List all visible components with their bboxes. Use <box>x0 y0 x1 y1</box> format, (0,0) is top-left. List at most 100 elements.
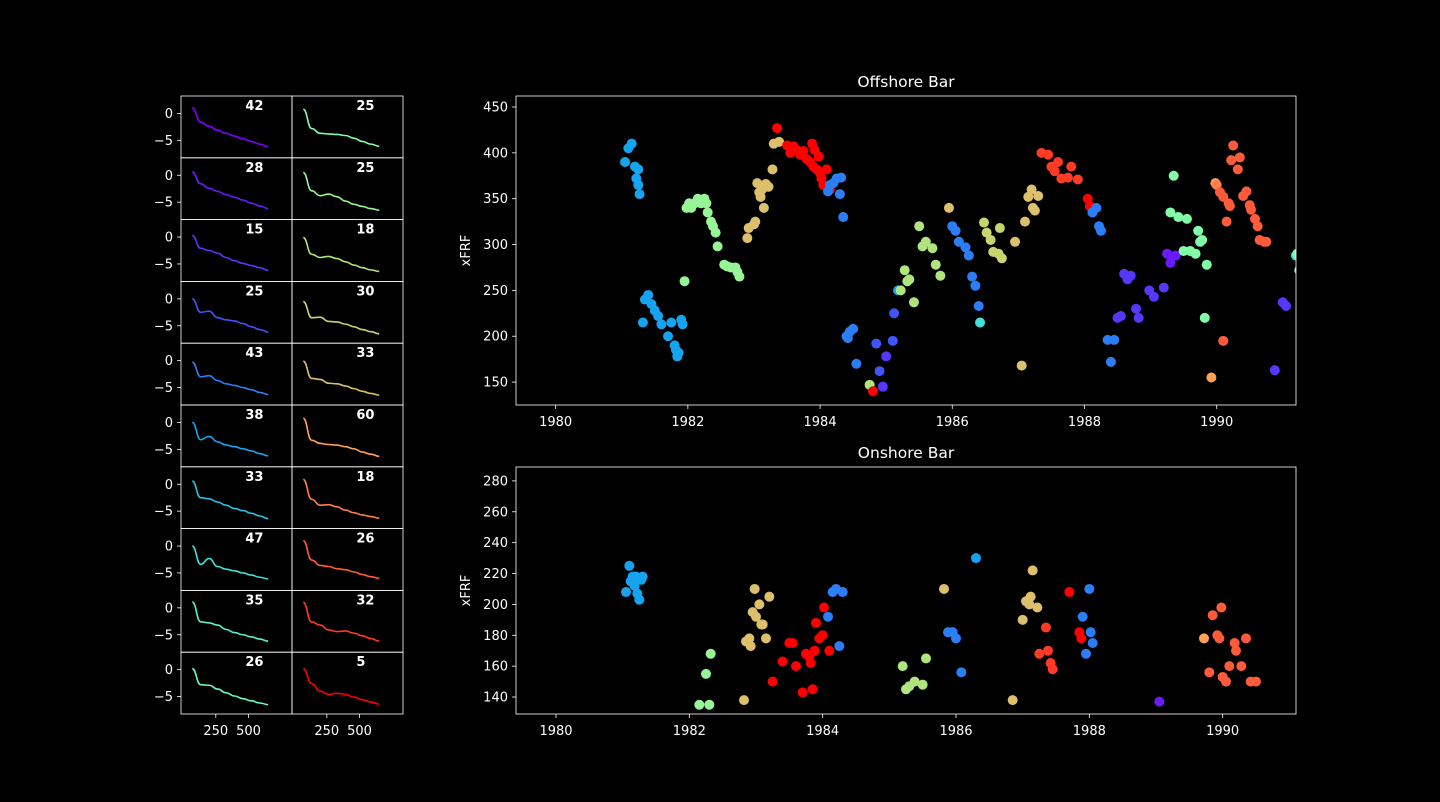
data-point <box>663 331 674 342</box>
data-point <box>817 630 828 641</box>
x-tick-label: 1986 <box>939 724 972 739</box>
data-point <box>1199 633 1209 644</box>
profile-label: 60 <box>356 408 374 423</box>
profile-label: 26 <box>245 655 263 670</box>
data-point <box>1091 202 1102 213</box>
data-point <box>1294 266 1296 274</box>
data-point <box>874 366 885 377</box>
data-point <box>1084 583 1095 594</box>
profile-line <box>302 417 380 458</box>
data-point <box>1228 140 1239 151</box>
data-point <box>1193 225 1204 236</box>
data-point <box>1224 661 1235 672</box>
data-point <box>1072 174 1083 185</box>
onshore-bar-chart: 1980 1982 1984 1986 1988 1990 140 160 180 200 220 2… <box>459 444 1297 739</box>
y-tick-label: 140 <box>483 691 508 706</box>
data-point <box>777 656 788 667</box>
data-point <box>897 661 908 672</box>
data-point <box>1019 216 1030 227</box>
data-point <box>749 583 760 594</box>
data-point <box>816 173 827 184</box>
data-point <box>791 661 801 672</box>
data-point <box>1168 170 1179 181</box>
data-point <box>767 164 778 175</box>
profile-line <box>302 108 380 148</box>
data-point <box>1064 587 1075 598</box>
data-point <box>1201 259 1212 270</box>
profile-line <box>191 480 269 520</box>
data-point <box>1165 207 1176 218</box>
data-point <box>757 619 768 630</box>
profile-label: 47 <box>245 532 263 547</box>
y-tick-label: 0 <box>165 601 173 616</box>
data-point <box>1234 152 1245 163</box>
data-point <box>824 645 835 656</box>
data-point <box>1197 234 1208 245</box>
data-point <box>1049 166 1060 177</box>
data-point <box>1131 303 1142 314</box>
data-point <box>1032 602 1043 613</box>
profile-line <box>302 478 380 519</box>
profile-line <box>191 545 269 580</box>
data-point <box>837 587 848 598</box>
data-point <box>1158 282 1169 293</box>
profile-line <box>191 298 269 334</box>
data-point <box>626 138 637 149</box>
data-point <box>633 179 644 190</box>
profile-line <box>191 667 269 706</box>
y-tick-label: −5 <box>154 690 173 705</box>
y-tick-label: 400 <box>483 146 508 161</box>
data-point <box>1170 250 1181 261</box>
x-tick-label: 1984 <box>804 415 837 430</box>
data-point <box>1231 645 1241 656</box>
data-point <box>704 699 715 710</box>
data-point <box>834 641 845 652</box>
profile-label: 43 <box>245 346 263 361</box>
profile-label: 18 <box>356 470 374 485</box>
data-point <box>761 633 771 644</box>
data-point <box>1154 696 1165 707</box>
data-point <box>996 253 1007 264</box>
profile-label: 30 <box>356 284 374 299</box>
data-point <box>1226 155 1237 166</box>
data-point <box>774 136 785 147</box>
data-point <box>867 386 878 397</box>
y-tick-label: 350 <box>483 192 508 207</box>
y-tick-label: −5 <box>154 443 173 458</box>
data-point <box>621 587 631 598</box>
profile-panels: 420−5280−5150−5250−5430−5380−5330−5470−5… <box>154 95 404 739</box>
x-tick-label: 500 <box>236 724 261 739</box>
profile-line <box>191 421 269 457</box>
data-point <box>656 319 667 330</box>
y-tick-label: 300 <box>483 238 508 253</box>
profile-label: 25 <box>356 161 374 176</box>
data-point <box>975 317 986 328</box>
data-point <box>920 236 931 247</box>
data-point <box>798 146 809 157</box>
data-point <box>1224 201 1235 212</box>
data-point <box>750 216 761 227</box>
data-point <box>1269 365 1280 376</box>
data-point <box>1096 225 1106 236</box>
data-point <box>836 172 847 183</box>
data-point <box>1026 184 1037 195</box>
y-tick-label: 150 <box>483 376 508 391</box>
y-tick-label: −5 <box>154 566 173 581</box>
data-point <box>834 189 845 200</box>
y-tick-label: 0 <box>165 354 173 369</box>
data-point <box>1047 664 1058 675</box>
data-point <box>1133 312 1144 323</box>
profile-line <box>191 601 269 643</box>
profile-line <box>191 234 269 272</box>
data-point <box>960 242 971 253</box>
data-point <box>620 157 631 168</box>
data-point <box>629 580 640 591</box>
axes-frame <box>515 95 1297 406</box>
data-point <box>970 280 981 291</box>
y-tick-label: 0 <box>165 540 173 555</box>
y-tick-label: 0 <box>165 292 173 307</box>
data-point <box>1017 614 1028 625</box>
y-tick-label: −5 <box>154 628 173 643</box>
y-tick-label: 450 <box>483 101 508 116</box>
